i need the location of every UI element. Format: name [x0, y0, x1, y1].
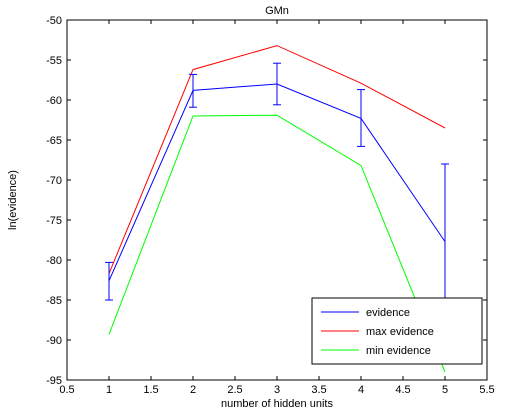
error-bar [273, 62, 281, 106]
x-tick-label: 1.5 [143, 384, 158, 396]
error-bar [105, 261, 113, 301]
x-tick-label: 3 [274, 384, 280, 396]
x-tick-label: 4 [358, 384, 364, 396]
y-tick-label: -80 [46, 255, 62, 267]
y-tick-label: -95 [46, 375, 62, 387]
y-tick-label: -60 [46, 95, 62, 107]
x-tick-label: 5.5 [479, 384, 494, 396]
y-tick-label: -70 [46, 175, 62, 187]
y-tick-label: -85 [46, 295, 62, 307]
error-bar [357, 89, 365, 147]
x-tick-label: 2 [190, 384, 196, 396]
legend-label: max evidence [366, 326, 434, 338]
chart-title: GMn [265, 5, 289, 17]
series-line-min-evidence [108, 114, 446, 373]
y-tick-label: -65 [46, 135, 62, 147]
y-tick-label: -55 [46, 55, 62, 67]
y-tick-label: -50 [46, 15, 62, 27]
y-axis-label: ln(evidence) [7, 170, 19, 230]
x-tick-label: 3.5 [311, 384, 326, 396]
error-bar [189, 73, 197, 108]
series-line-max-evidence [108, 45, 446, 274]
x-tick-label: 2.5 [227, 384, 242, 396]
y-tick-label: -75 [46, 215, 62, 227]
x-tick-label: 5 [442, 384, 448, 396]
x-axis-label: number of hidden units [221, 398, 333, 410]
legend-label: evidence [366, 307, 410, 319]
y-tick-label: -90 [46, 335, 62, 347]
legend-label: min evidence [366, 345, 431, 357]
legend: evidence max evidence min evidence [311, 297, 483, 365]
x-tick-label: 4.5 [395, 384, 410, 396]
plot-area: 0.5 1 1.5 2 2.5 3 3.5 4 4.5 5 5.5 -95 -90 -85 -80 -75 -7… [46, 15, 495, 396]
x-tick-label: 1 [106, 384, 112, 396]
x-tick-label: 0.5 [59, 384, 74, 396]
